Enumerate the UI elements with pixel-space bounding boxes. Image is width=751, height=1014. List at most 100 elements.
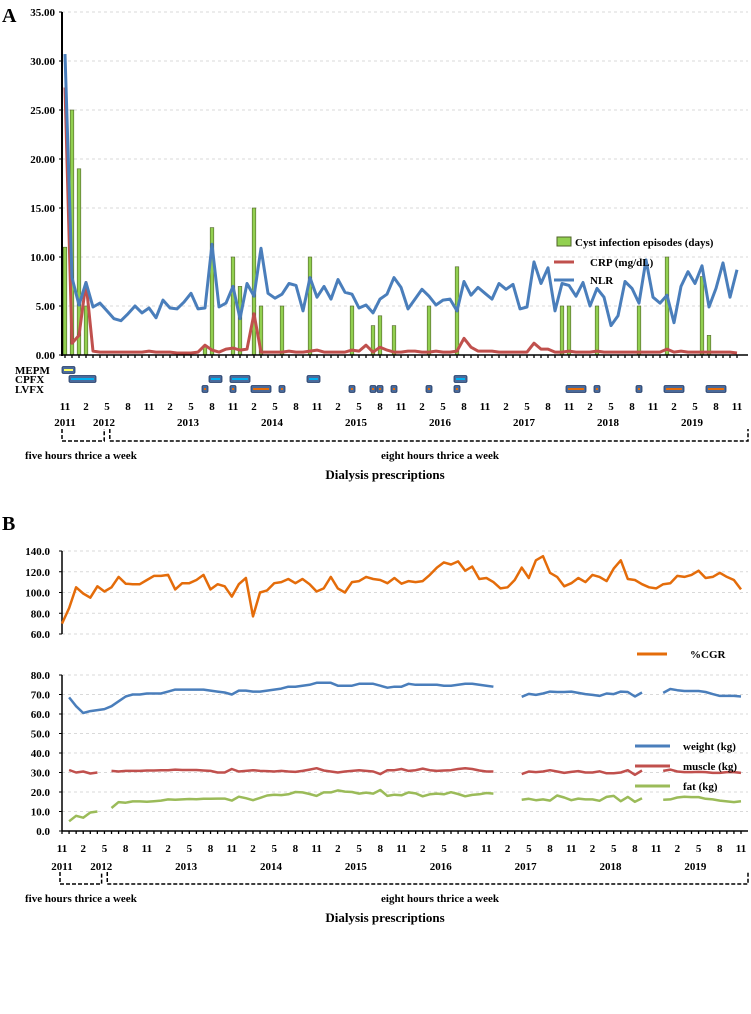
treatment-period-fill <box>232 388 234 390</box>
prescription-bracket-5h <box>59 872 103 885</box>
year-label: 2013 <box>175 861 198 873</box>
weight-line <box>68 681 742 715</box>
x-tick-label: 11 <box>648 401 658 413</box>
cyst-episode-bar <box>83 305 89 356</box>
x-tick-label: 2 <box>83 401 89 413</box>
year-label: 2012 <box>93 417 116 429</box>
body-y-tick-label: 50.0 <box>31 729 51 741</box>
year-label: 2014 <box>261 417 284 429</box>
legend-crp-label: CRP (mg/dL) <box>590 257 654 269</box>
y-tick-label: 5.00 <box>36 301 56 313</box>
x-tick-label: 2 <box>419 401 425 413</box>
x-tick-label: 2 <box>505 843 511 855</box>
x-tick-label: 11 <box>227 843 237 855</box>
x-tick-label: 2 <box>503 401 509 413</box>
year-label: 2018 <box>597 417 620 429</box>
treatment-period-fill <box>456 388 458 390</box>
prescription-bracket-8h <box>106 872 749 885</box>
year-label: 2011 <box>51 861 72 873</box>
x-tick-label: 2 <box>250 843 256 855</box>
year-label: 2015 <box>345 417 368 429</box>
legend-cgr-label: %CGR <box>690 649 727 661</box>
x-tick-label: 5 <box>611 843 617 855</box>
body-y-tick-label: 20.0 <box>31 787 51 799</box>
cyst-episode-bar <box>279 305 285 356</box>
x-tick-label: 5 <box>696 843 702 855</box>
x-tick-label: 8 <box>547 843 553 855</box>
x-tick-label: 11 <box>566 843 576 855</box>
x-tick-label: 11 <box>651 843 661 855</box>
treatment-period-fill <box>708 388 724 390</box>
x-tick-label: 11 <box>396 843 406 855</box>
legend-fat-label: fat (kg) <box>683 781 718 793</box>
cyst-episode-bar <box>230 256 236 356</box>
nlr-line <box>63 54 739 328</box>
legend-weight-label: weight (kg) <box>683 741 736 753</box>
x-tick-label: 11 <box>142 843 152 855</box>
treatment-period-fill <box>64 369 73 371</box>
cyst-episode-bar <box>566 305 572 356</box>
crp-line <box>63 87 738 355</box>
legend-muscle-label: muscle (kg) <box>683 761 737 773</box>
x-tick-label: 5 <box>524 401 530 413</box>
cyst-episode-bar <box>426 305 432 356</box>
fat-line <box>68 788 742 823</box>
x-tick-label: 8 <box>462 843 468 855</box>
x-tick-label: 5 <box>187 843 193 855</box>
treatment-period-fill <box>253 388 269 390</box>
x-tick-label: 5 <box>692 401 698 413</box>
prescription-label-5h: five hours thrice a week <box>25 893 138 905</box>
x-tick-label: 2 <box>420 843 426 855</box>
body-y-tick-label: 30.0 <box>31 768 51 780</box>
treatment-period-fill <box>281 388 283 390</box>
x-tick-label: 11 <box>228 401 238 413</box>
prescription-label-5h: five hours thrice a week <box>25 450 138 462</box>
x-tick-label: 5 <box>608 401 614 413</box>
x-tick-label: 2 <box>251 401 257 413</box>
legend-bars-label: Cyst infection episodes (days) <box>575 237 714 249</box>
prescription-label-8h: eight hours thrice a week <box>381 450 500 462</box>
cgr-line <box>60 554 742 625</box>
year-label: 2017 <box>513 417 536 429</box>
treatment-period-fill <box>666 388 682 390</box>
x-tick-label: 2 <box>587 401 593 413</box>
cyst-episode-bar <box>594 305 600 356</box>
treatment-period-fill <box>211 378 220 380</box>
x-tick-label: 8 <box>717 843 723 855</box>
panel-label-b: B <box>2 513 15 535</box>
year-label: 2019 <box>681 417 704 429</box>
y-tick-label: 20.00 <box>30 154 55 166</box>
body-y-tick-label: 70.0 <box>31 690 51 702</box>
treatment-label-lvfx: LVFX <box>15 384 44 396</box>
muscle-line <box>68 766 742 777</box>
treatment-period-fill <box>379 388 381 390</box>
x-tick-label: 8 <box>461 401 467 413</box>
cyst-episode-bar <box>699 276 705 356</box>
x-tick-label: 5 <box>104 401 110 413</box>
x-tick-label: 11 <box>144 401 154 413</box>
x-tick-label: 11 <box>60 401 70 413</box>
year-label: 2017 <box>515 861 538 873</box>
year-label: 2015 <box>345 861 368 873</box>
x-tick-label: 8 <box>208 843 214 855</box>
x-tick-label: 2 <box>671 401 677 413</box>
treatment-period-fill <box>71 378 94 380</box>
x-tick-label: 11 <box>564 401 574 413</box>
cyst-episode-bar <box>636 305 642 356</box>
year-label: 2013 <box>177 417 200 429</box>
treatment-period-fill <box>351 388 353 390</box>
x-tick-label: 11 <box>480 401 490 413</box>
y-tick-label: 15.00 <box>30 203 55 215</box>
x-tick-label: 8 <box>209 401 215 413</box>
cyst-episode-bar <box>307 256 313 356</box>
x-tick-label: 11 <box>312 401 322 413</box>
cyst-episode-bar <box>559 305 565 356</box>
treatment-period-fill <box>638 388 640 390</box>
treatment-period-fill <box>309 378 318 380</box>
x-tick-label: 2 <box>675 843 681 855</box>
year-label: 2012 <box>90 861 113 873</box>
x-tick-label: 2 <box>590 843 596 855</box>
x-tick-label: 5 <box>356 843 362 855</box>
x-tick-label: 5 <box>271 843 277 855</box>
